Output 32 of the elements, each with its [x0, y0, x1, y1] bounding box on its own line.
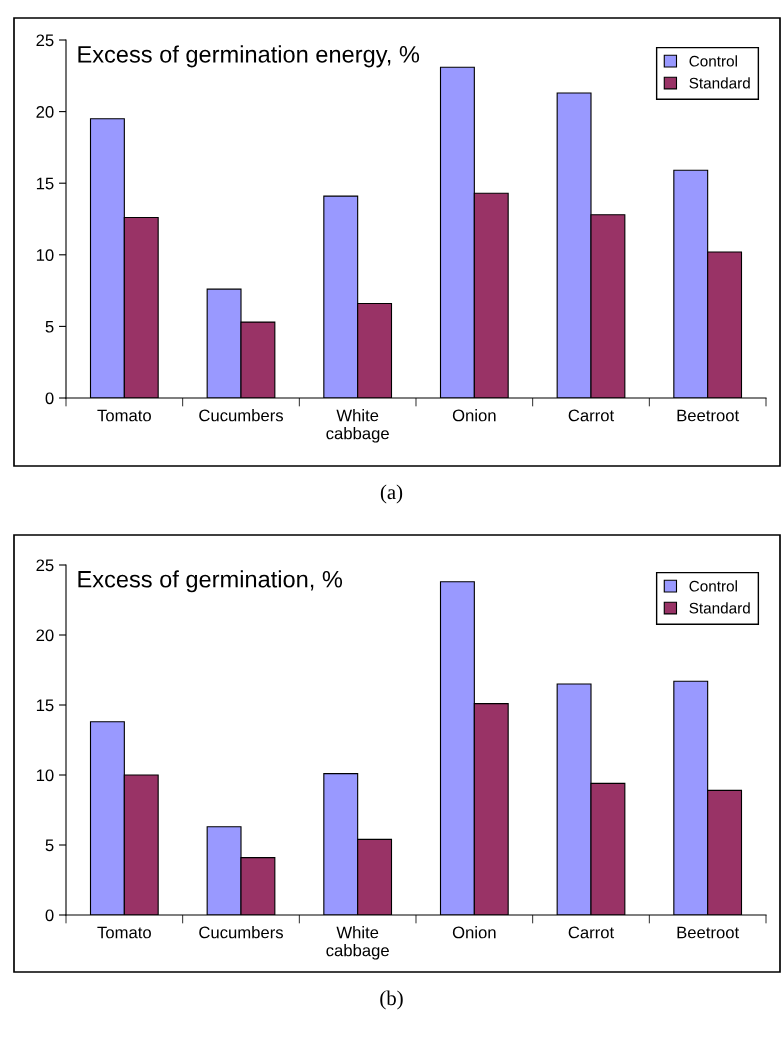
legend-label: Control	[689, 580, 737, 592]
x-tick-label: Cucumbers	[199, 409, 284, 422]
y-tick-label: 5	[45, 839, 54, 852]
y-tick-label: 20	[36, 106, 54, 118]
text: (b)	[380, 990, 403, 1010]
legend-label: Standard	[689, 602, 750, 614]
x-tick-label: Onion	[452, 409, 496, 422]
y-tick-label: 25	[36, 34, 54, 47]
y-tick-label: 10	[36, 249, 54, 261]
legend-label: Control	[689, 55, 737, 67]
text: (a)	[380, 484, 403, 504]
x-tick-label: Carrot	[568, 926, 615, 939]
x-tick-label: White cabbage	[326, 409, 389, 443]
y-tick-label: 15	[36, 177, 54, 190]
x-tick-label: Tomato	[97, 409, 151, 422]
y-tick-label: 5	[45, 320, 54, 333]
x-tick-label: White cabbage	[326, 926, 389, 960]
legend-label: Standard	[689, 77, 750, 89]
y-tick-label: 25	[36, 559, 54, 572]
y-tick-label: 10	[36, 769, 54, 782]
chart-title: Excess of germination energy, %	[78, 45, 420, 68]
x-tick-label: Tomato	[97, 926, 151, 939]
x-tick-label: Carrot	[568, 409, 615, 422]
x-tick-label: Onion	[452, 926, 496, 939]
y-tick-label: 20	[36, 629, 54, 642]
y-tick-label: 15	[36, 699, 54, 712]
x-tick-label: Beetroot	[677, 409, 740, 422]
chart-title: Excess of germination, %	[78, 570, 343, 593]
x-tick-label: Beetroot	[677, 926, 740, 939]
x-tick-label: Cucumbers	[199, 926, 284, 939]
y-tick-label: 0	[45, 392, 54, 405]
y-tick-label: 0	[45, 909, 54, 922]
